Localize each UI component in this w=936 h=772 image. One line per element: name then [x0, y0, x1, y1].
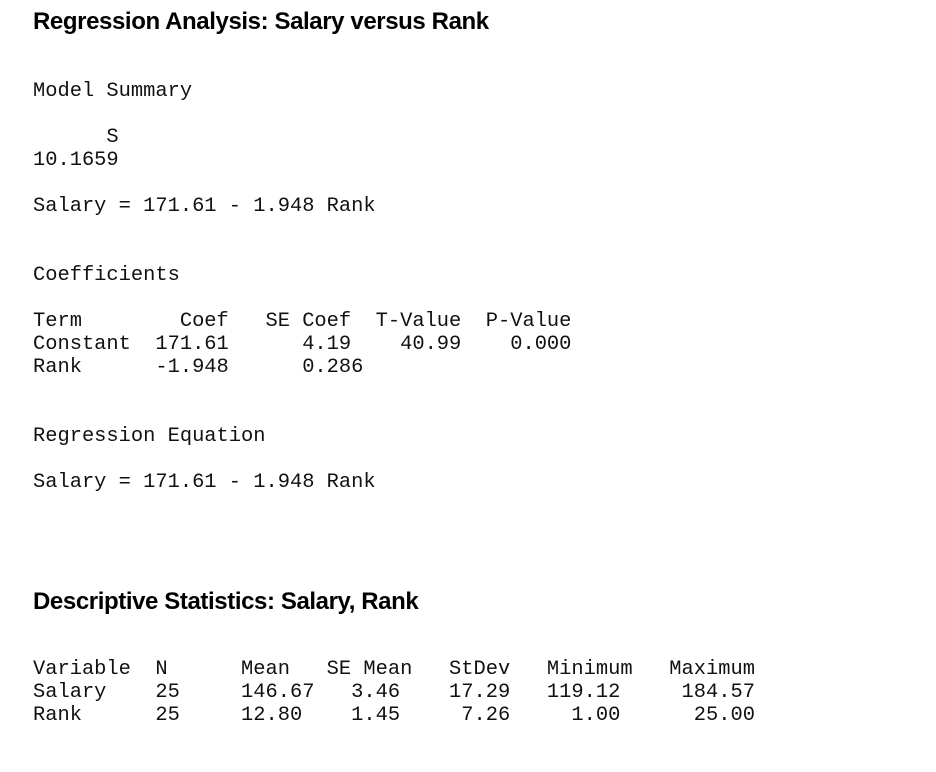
coefficients-heading: Coefficients: [33, 264, 180, 287]
coefficients-header-row: Term Coef SE Coef T-Value P-Value: [33, 310, 572, 333]
descriptive-statistics-title: Descriptive Statistics: Salary, Rank: [33, 588, 419, 615]
s-column-header: S: [33, 126, 119, 149]
regression-equation: Salary = 171.61 - 1.948 Rank: [33, 471, 376, 494]
regression-analysis-title: Regression Analysis: Salary versus Rank: [33, 8, 489, 35]
coefficients-row-rank: Rank -1.948 0.286: [33, 356, 364, 379]
model-fit-equation: Salary = 171.61 - 1.948 Rank: [33, 195, 376, 218]
model-summary-heading: Model Summary: [33, 80, 193, 103]
regression-equation-heading: Regression Equation: [33, 425, 266, 448]
descriptive-row-rank: Rank 25 12.80 1.45 7.26 1.00 25.00: [33, 704, 755, 727]
s-value: 10.1659: [33, 149, 119, 172]
descriptive-row-salary: Salary 25 146.67 3.46 17.29 119.12 184.5…: [33, 681, 755, 704]
coefficients-row-constant: Constant 171.61 4.19 40.99 0.000: [33, 333, 572, 356]
descriptive-header-row: Variable N Mean SE Mean StDev Minimum Ma…: [33, 658, 755, 681]
